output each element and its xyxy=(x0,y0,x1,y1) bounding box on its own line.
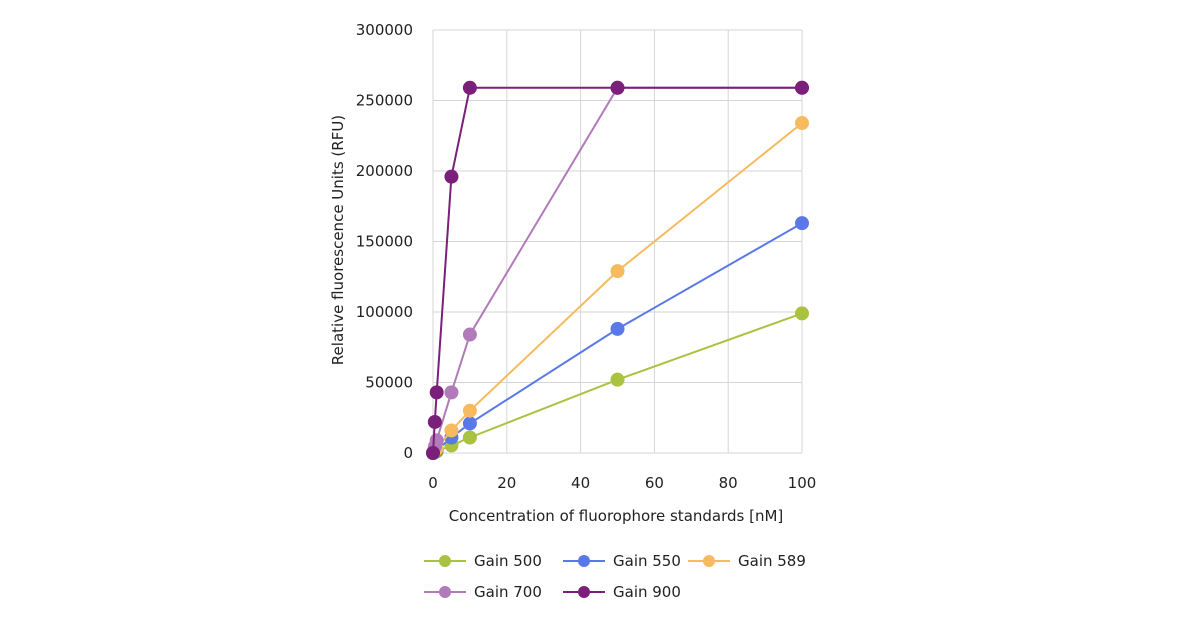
legend-item: Gain 589 xyxy=(688,552,806,570)
data-point xyxy=(462,327,477,342)
x-tick-label: 60 xyxy=(645,474,664,492)
data-point xyxy=(795,306,809,321)
data-point xyxy=(444,385,459,400)
data-point xyxy=(462,80,477,95)
y-tick-label: 0 xyxy=(403,444,413,462)
grid xyxy=(432,29,803,454)
data-point xyxy=(444,423,459,438)
x-tick-label: 80 xyxy=(719,474,738,492)
x-tick-label: 0 xyxy=(428,474,438,492)
legend-swatch-marker xyxy=(439,555,451,567)
y-tick-label: 150000 xyxy=(356,233,413,251)
data-point xyxy=(426,446,440,460)
tick-labels: 0 50000 100000 150000 200000 250000 300000 0 20 4… xyxy=(356,21,817,492)
data-point xyxy=(462,403,477,418)
y-tick-label: 300000 xyxy=(356,21,413,39)
y-tick-label: 100000 xyxy=(356,303,413,321)
series-gain-550 xyxy=(426,216,809,460)
legend-item: Gain 500 xyxy=(424,552,542,570)
legend-swatch-marker xyxy=(578,555,590,567)
series-line xyxy=(432,122,803,454)
data-point xyxy=(427,414,442,429)
data-point xyxy=(610,372,625,387)
data-point xyxy=(610,264,625,279)
data-point xyxy=(795,216,809,231)
data-point xyxy=(795,116,809,131)
y-tick-label: 200000 xyxy=(356,162,413,180)
legend-label: Gain 500 xyxy=(474,552,542,570)
x-tick-label: 100 xyxy=(788,474,817,492)
legend-swatch-marker xyxy=(439,586,451,598)
legend-swatch-marker xyxy=(578,586,590,598)
series-line xyxy=(432,222,803,454)
data-point xyxy=(795,80,809,95)
data-point xyxy=(444,169,459,184)
legend-label: Gain 900 xyxy=(613,583,681,601)
data-point xyxy=(610,321,625,336)
data-point xyxy=(462,430,477,445)
x-tick-label: 20 xyxy=(497,474,516,492)
data-point xyxy=(462,416,477,431)
data-point xyxy=(429,385,444,400)
series-gain-900 xyxy=(426,80,809,460)
y-axis-label: Relative fluorescence Units (RFU) xyxy=(329,115,347,365)
x-axis-label: Concentration of fluorophore standards [… xyxy=(449,507,784,525)
legend-item: Gain 700 xyxy=(424,583,542,601)
legend-label: Gain 550 xyxy=(613,552,681,570)
legend-swatch-marker xyxy=(703,555,715,567)
series-layer xyxy=(426,80,809,460)
x-tick-label: 40 xyxy=(571,474,590,492)
y-tick-label: 50000 xyxy=(365,374,413,392)
series-gain-589 xyxy=(426,116,809,460)
data-point xyxy=(429,433,444,448)
legend-label: Gain 589 xyxy=(738,552,806,570)
legend-item: Gain 550 xyxy=(563,552,681,570)
y-tick-label: 250000 xyxy=(356,92,413,110)
legend-label: Gain 700 xyxy=(474,583,542,601)
data-point xyxy=(610,80,625,95)
legend-item: Gain 900 xyxy=(563,583,681,601)
legend: Gain 500 Gain 550 Gain 589 Gain 700 Gain 900 xyxy=(424,552,806,601)
